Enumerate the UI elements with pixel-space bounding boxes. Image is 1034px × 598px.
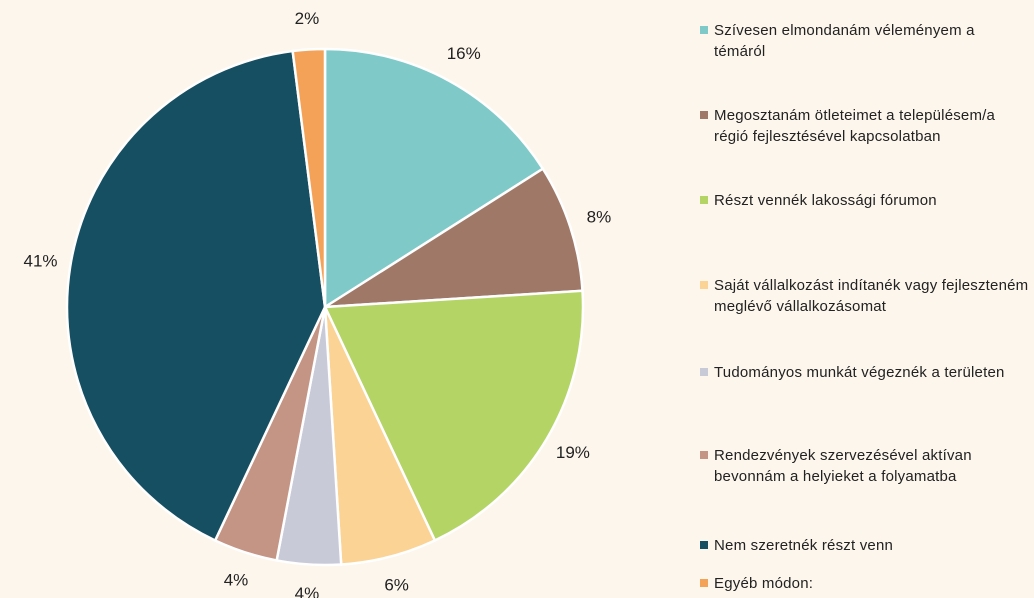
legend-label: Saját vállalkozást indítanék vagy fejles… (714, 277, 1029, 315)
pie-slice (291, 47, 327, 308)
pie-slice (323, 47, 545, 310)
data-label: 4% (295, 584, 320, 598)
legend-swatch (700, 579, 708, 587)
legend-swatch (700, 368, 708, 376)
data-label: 16% (447, 44, 481, 63)
legend-label: Egyéb módon: (714, 575, 814, 592)
pie-area: 16% 8% 19% 6% 4% 4% 41% 2% (24, 9, 612, 598)
legend-label: Szívesen elmondanám véleményem a témáról (714, 22, 975, 60)
legend-label: Megosztanám ötleteimet a településem/a r… (714, 107, 996, 145)
legend-item: Részt vennék lakossági fórumon (700, 190, 1030, 211)
legend-label: Tudományos munkát végeznék a területen (714, 364, 1005, 381)
legend-swatch (700, 196, 708, 204)
legend-item: Egyéb módon: (700, 573, 1030, 594)
legend-label: Részt vennék lakossági fórumon (714, 192, 937, 209)
data-label: 8% (587, 207, 612, 226)
legend-swatch (700, 111, 708, 119)
legend-swatch (700, 26, 708, 34)
legend-item: Szívesen elmondanám véleményem a témáról (700, 20, 1030, 62)
legend-item: Saját vállalkozást indítanék vagy fejles… (700, 275, 1030, 317)
data-label: 2% (295, 9, 320, 28)
legend-label: Rendezvények szervezésével aktívan bevon… (714, 447, 972, 485)
legend-swatch (700, 281, 708, 289)
pie-slice (324, 167, 584, 309)
pie-slice (323, 289, 585, 543)
pie-slice (65, 49, 327, 543)
data-label: 41% (24, 251, 58, 270)
data-label: 19% (556, 443, 590, 462)
legend-label: Nem szeretnék részt venn (714, 537, 894, 554)
legend-swatch (700, 451, 708, 459)
data-label: 4% (224, 570, 249, 589)
legend-item: Rendezvények szervezésével aktívan bevon… (700, 445, 1030, 487)
legend-item: Tudományos munkát végeznék a területen (700, 362, 1030, 383)
legend-item: Megosztanám ötleteimet a településem/a r… (700, 105, 1030, 147)
legend-swatch (700, 541, 708, 549)
legend-item: Nem szeretnék részt venn (700, 535, 1030, 556)
data-label: 6% (384, 575, 409, 594)
